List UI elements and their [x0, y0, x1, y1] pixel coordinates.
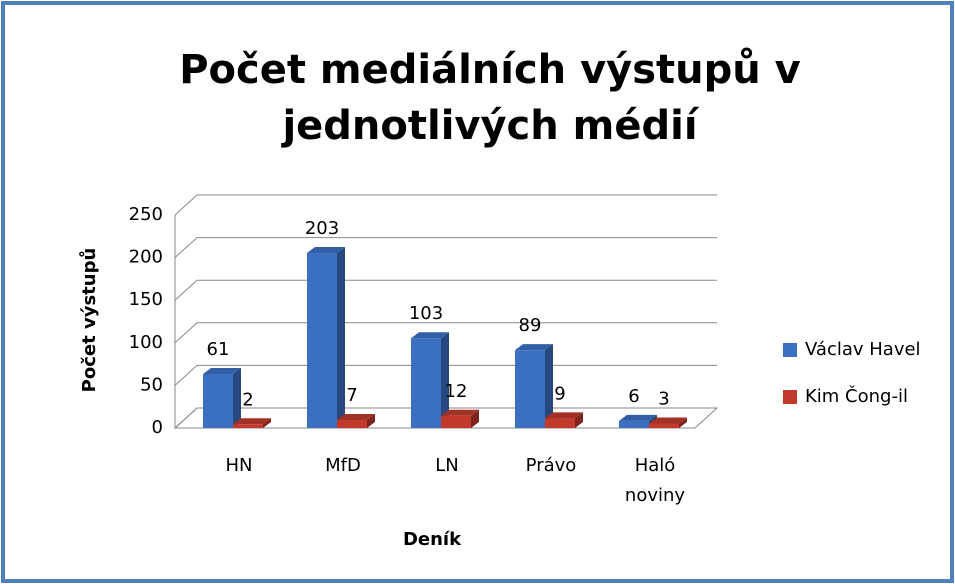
value-label: 2	[242, 389, 253, 410]
x-tick-label: Právo	[526, 455, 577, 476]
y-tick-label: 0	[152, 417, 163, 438]
x-tick-label: MfD	[325, 455, 361, 476]
value-label: 103	[409, 303, 443, 324]
bar	[233, 418, 271, 428]
x-tick-label: LN	[435, 455, 459, 476]
bar	[307, 247, 345, 428]
x-axis-label: Deník	[403, 529, 462, 550]
value-label: 6	[628, 386, 639, 407]
bar	[337, 414, 375, 428]
value-label: 9	[554, 383, 565, 404]
legend-label: Václav Havel	[805, 339, 921, 360]
legend-swatch	[783, 390, 797, 404]
grid-line	[174, 194, 717, 216]
bar	[441, 409, 479, 428]
chart-title: Počet mediálních výstupů v jednotlivých m…	[179, 46, 801, 149]
y-tick-label: 100	[129, 332, 163, 353]
bar	[649, 417, 687, 428]
bar	[203, 368, 241, 428]
legend-label: Kim Čong-il	[805, 385, 908, 407]
y-tick-label: 200	[129, 247, 163, 268]
bar	[411, 332, 449, 428]
y-tick-label: 250	[129, 204, 163, 225]
bar	[545, 412, 583, 428]
y-tick-label: 50	[140, 374, 163, 395]
value-label: 89	[519, 315, 542, 336]
bar	[515, 344, 553, 428]
grid-line	[174, 322, 717, 344]
y-tick-label: 150	[129, 289, 163, 310]
value-label: 203	[305, 218, 339, 239]
legend-swatch	[783, 343, 797, 357]
x-tick-label: Haló noviny	[625, 455, 685, 506]
value-label: 3	[658, 388, 669, 409]
value-label: 12	[445, 381, 468, 402]
grid-line	[174, 237, 717, 258]
grid-line	[174, 279, 717, 301]
value-label: 61	[207, 339, 230, 360]
x-tick-label: HN	[226, 455, 253, 476]
value-label: 7	[346, 385, 357, 406]
y-axis-label: Počet výstupů	[78, 248, 100, 393]
